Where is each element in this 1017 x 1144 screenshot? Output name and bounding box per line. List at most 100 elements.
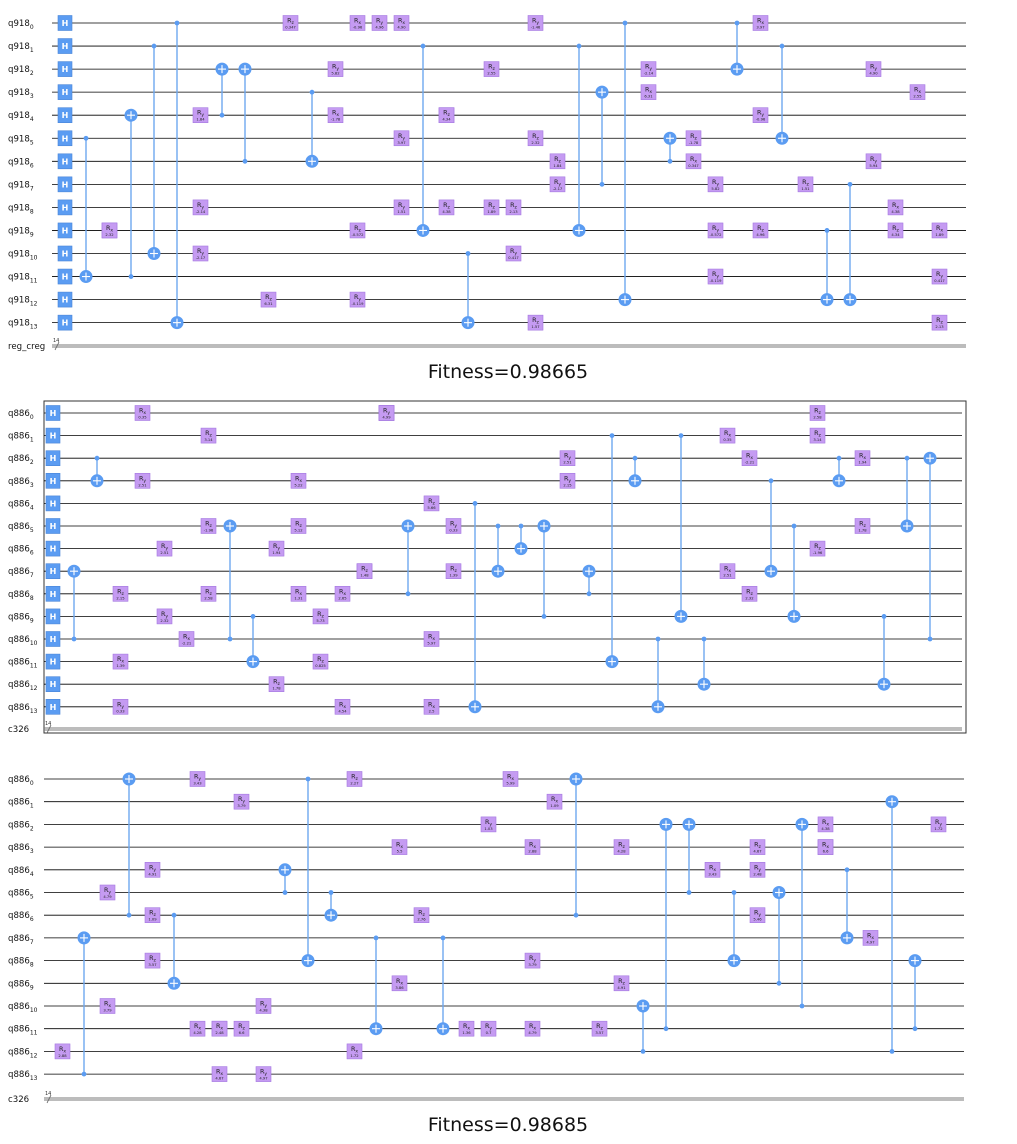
- rotation-gate-label: Rx: [724, 430, 731, 439]
- rotation-param: 4.28: [193, 1031, 202, 1035]
- qubit-label: q9183: [8, 88, 34, 100]
- rotation-gate: [865, 153, 882, 170]
- rotation-gate-label: Ry: [564, 453, 571, 462]
- rotation-gate-label: Ry: [510, 248, 517, 257]
- rotation-gate: [559, 472, 576, 489]
- rotation-gate-label: Rx: [463, 1023, 470, 1032]
- rotation-gate: [192, 199, 209, 216]
- rotation-param: 2.51: [138, 483, 146, 487]
- rotation-gate-label: Ry: [161, 611, 168, 620]
- rotation-gate: [349, 291, 366, 308]
- rotation-gate-label: Rz: [205, 430, 212, 439]
- qubit-label: q9182: [8, 65, 34, 77]
- cnot-control: [889, 1049, 895, 1054]
- rotation-gate: [505, 245, 522, 262]
- rotation-param: 2.15: [116, 596, 125, 600]
- qubit-label: q8862: [8, 454, 34, 466]
- classical-width: 14: [53, 338, 59, 344]
- rotation-gate-label: Ry: [139, 475, 146, 484]
- rotation-gate-label: Rz: [757, 225, 764, 234]
- rotation-gate-label: Ry: [398, 133, 405, 142]
- cnot-control: [734, 20, 740, 26]
- rotation-gate-label: Ry: [529, 955, 536, 964]
- rotation-gate: [685, 153, 702, 170]
- rotation-param: 2.32: [105, 233, 113, 237]
- qubit-label: q88612: [8, 680, 38, 692]
- rotation-param: 3.79: [528, 963, 537, 967]
- rotation-param: 0.417: [508, 256, 519, 260]
- h-gate: [57, 38, 73, 54]
- rotation-gate-label: Rx: [859, 453, 866, 462]
- rotation-param: 4.38: [821, 827, 830, 831]
- rotation-param: 3.86: [395, 986, 404, 990]
- rotation-gate-label: Rx: [529, 1023, 536, 1032]
- rotation-gate: [817, 816, 834, 833]
- qubit-label: q8867: [8, 934, 34, 946]
- h-gate-label: H: [50, 432, 57, 441]
- rotation-gate: [144, 952, 161, 969]
- rotation-gate: [178, 631, 195, 647]
- rotation-gate: [290, 518, 307, 534]
- qubit-label: q8869: [8, 612, 34, 624]
- cnot-control: [927, 636, 933, 642]
- rotation-param: -2.21: [182, 642, 192, 646]
- rotation-gate: [233, 1020, 250, 1037]
- rotation-gate: [268, 676, 285, 693]
- rotation-param: 4.91: [148, 872, 156, 876]
- rotation-param: 2.51: [723, 574, 731, 578]
- rotation-param: 3.14: [204, 438, 213, 442]
- rotation-gate: [192, 245, 209, 262]
- h-gate-label: H: [62, 88, 69, 97]
- qubit-label: q88611: [8, 1025, 38, 1037]
- cnot-control: [576, 43, 582, 49]
- rotation-gate: [809, 540, 826, 557]
- qubit-label: q88612: [8, 1047, 38, 1059]
- classical-label: c326: [8, 725, 29, 735]
- rotation-gate-label: Ry: [936, 271, 943, 280]
- rotation-gate-label: Rx: [139, 408, 146, 417]
- rotation-gate-label: Rz: [814, 408, 821, 417]
- h-gate: [57, 176, 73, 193]
- rotation-gate: [931, 222, 948, 239]
- h-gate: [45, 585, 61, 602]
- rotation-gate: [685, 130, 702, 147]
- rotation-param: -2.17: [553, 187, 563, 191]
- rotation-gate-label: Rz: [814, 430, 821, 439]
- rotation-gate: [312, 608, 329, 625]
- h-gate-label: H: [62, 134, 69, 143]
- circuit-panel-0: q9180 q9181 q9182 q9183 q9184 q9185 q9186 q9187…: [8, 15, 966, 352]
- rotation-gate-label: Ry: [194, 774, 201, 783]
- rotation-param: 4.34: [442, 118, 451, 122]
- cnot-control: [731, 890, 737, 895]
- rotation-gate-label: Ry: [161, 543, 168, 552]
- rotation-gate: [211, 1066, 228, 1082]
- cnot-control: [373, 935, 379, 941]
- cnot-control: [518, 523, 524, 529]
- rotation-param: 2.32: [531, 141, 539, 145]
- cnot-control: [495, 523, 501, 529]
- rotation-gate-label: Rz: [317, 656, 324, 665]
- cnot-control: [219, 112, 225, 118]
- rotation-gate-label: Rx: [216, 1069, 223, 1078]
- rotation-gate: [458, 1020, 475, 1037]
- qubit-label: q9189: [8, 226, 34, 238]
- classical-width: 14: [45, 1091, 51, 1097]
- rotation-param: -1.78: [331, 118, 341, 122]
- rotation-param: 1.78: [272, 687, 281, 691]
- rotation-gate-label: Rz: [265, 294, 272, 303]
- h-gate: [57, 153, 73, 170]
- rotation-gate-label: Ry: [485, 1023, 492, 1032]
- qubit-label: q9186: [8, 157, 34, 169]
- rotation-param: -1.46: [531, 26, 541, 30]
- rotation-gate-label: Rx: [104, 1001, 111, 1010]
- rotation-gate-label: Rx: [822, 842, 829, 851]
- rotation-param: 4.34: [891, 233, 900, 237]
- rotation-param: 4.38: [891, 210, 900, 214]
- classical-label: c326: [8, 1095, 29, 1105]
- qubit-label: q88611: [8, 658, 38, 670]
- rotation-gate: [749, 839, 766, 855]
- rotation-gate: [423, 631, 440, 647]
- rotation-gate-label: Rz: [596, 1023, 603, 1032]
- rotation-gate-label: Rz: [814, 543, 821, 552]
